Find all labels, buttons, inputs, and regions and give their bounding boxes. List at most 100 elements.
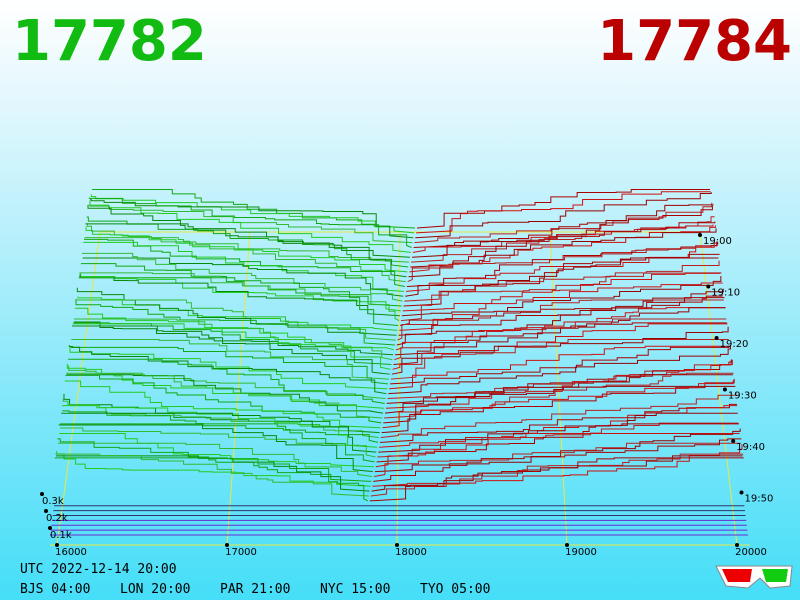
bid-depth-line <box>64 380 381 429</box>
tick-dot <box>722 387 727 392</box>
ask-depth-line <box>397 299 724 341</box>
bid-depth-line <box>66 374 384 414</box>
ask-depth-line <box>399 282 723 331</box>
tick-dot <box>40 492 44 496</box>
bid-depth-line <box>58 442 373 478</box>
bid-depth-line <box>66 363 384 409</box>
bid-depth-line <box>90 194 415 234</box>
bid-depth-line <box>72 323 391 370</box>
ask-depth-line <box>400 272 722 322</box>
ask-depth-line <box>396 297 725 346</box>
ask-depth-line <box>373 438 742 482</box>
depth-curves <box>50 188 748 536</box>
city-time: LON 20:00 <box>120 582 190 597</box>
bid-price: 17782 <box>12 9 207 74</box>
ask-depth-line <box>384 372 734 419</box>
bid-depth-line <box>82 252 403 302</box>
ask-depth-line <box>406 241 718 287</box>
ask-depth-line <box>407 241 718 283</box>
tick-dot <box>44 509 48 513</box>
bid-depth-line <box>55 453 369 497</box>
ask-depth-line <box>416 191 711 234</box>
bid-depth-line <box>74 318 393 361</box>
bid-depth-line <box>82 257 404 297</box>
price-label: 20000 <box>735 547 767 558</box>
depth-label: 0.2k <box>46 513 68 524</box>
bid-depth-line <box>59 433 374 468</box>
ask-depth-line <box>389 345 730 390</box>
ask-depth-line <box>379 403 738 443</box>
grid-line <box>699 231 738 546</box>
bid-depth-line <box>79 272 400 322</box>
bid-depth-line <box>72 325 390 375</box>
ask-depth-line <box>413 205 713 248</box>
city-time: NYC 15:00 <box>320 582 390 597</box>
bid-depth-line <box>56 455 370 492</box>
ask-depth-line <box>401 276 722 317</box>
tick-dot <box>395 543 399 547</box>
grid-line <box>56 231 101 546</box>
time-label: 19:00 <box>703 236 732 247</box>
ask-depth-line <box>375 433 740 468</box>
bid-depth-line <box>68 365 386 400</box>
price-label: 17000 <box>225 547 257 558</box>
bid-depth-line <box>60 427 376 458</box>
tick-dot <box>565 543 569 547</box>
tick-dot <box>731 439 736 443</box>
bid-depth-line <box>60 423 375 463</box>
bid-depth-line <box>75 298 395 346</box>
ask-depth-line <box>390 338 729 380</box>
city-time: BJS 04:00 <box>20 582 90 597</box>
bid-depth-line <box>90 198 414 239</box>
ask-depth-line <box>385 359 733 409</box>
bid-depth-line <box>62 398 379 439</box>
tick-dot <box>698 233 702 237</box>
bid-depth-line <box>62 405 378 448</box>
bid-depth-line <box>68 358 385 404</box>
tick-dot <box>55 543 59 547</box>
bid-depth-line <box>57 438 372 482</box>
ask-depth-line <box>415 192 712 239</box>
ask-depth-line <box>390 346 730 385</box>
ask-depth-line <box>391 326 729 375</box>
utc-time: UTC 2022-12-14 20:00 <box>20 562 177 577</box>
grid-line <box>549 231 568 546</box>
time-label: 19:30 <box>728 391 757 402</box>
bid-depth-line <box>66 372 383 419</box>
ask-depth-line <box>377 422 739 458</box>
bid-depth-line <box>88 204 411 253</box>
price-label: 16000 <box>55 547 87 558</box>
time-label: 19:20 <box>720 339 749 350</box>
tick-dot <box>48 526 52 530</box>
tick-dot <box>739 490 744 495</box>
bid-depth-line <box>65 374 382 424</box>
ask-depth-line <box>379 405 738 448</box>
bid-depth-line <box>68 345 387 395</box>
bid-depth-line <box>85 223 407 278</box>
bid-depth-line <box>77 296 398 331</box>
ask-depth-line <box>381 385 736 434</box>
ask-depth-line <box>388 345 732 395</box>
bid-depth-line <box>84 238 406 287</box>
bid-depth-line <box>85 226 408 273</box>
ask-depth-line <box>395 307 726 356</box>
bid-depth-line <box>58 424 373 473</box>
ask-depth-line <box>416 188 710 229</box>
ask-depth-line <box>382 380 735 429</box>
ask-depth-line <box>374 442 741 478</box>
bid-depth-line <box>63 393 380 434</box>
depth-label: 0.1k <box>50 530 72 541</box>
bid-depth-line <box>71 338 389 380</box>
bid-depth-line <box>79 274 400 317</box>
ask-depth-line <box>387 359 732 400</box>
bid-depth-line <box>84 237 406 283</box>
bid-depth-line <box>74 321 394 356</box>
depth-label: 0.3k <box>42 496 64 507</box>
price-label: 18000 <box>395 547 427 558</box>
tick-dot <box>706 284 711 289</box>
ask-depth-line <box>383 378 735 424</box>
bid-depth-line <box>56 451 371 487</box>
bid-depth-line <box>78 277 399 326</box>
ask-depth-line <box>414 202 713 244</box>
